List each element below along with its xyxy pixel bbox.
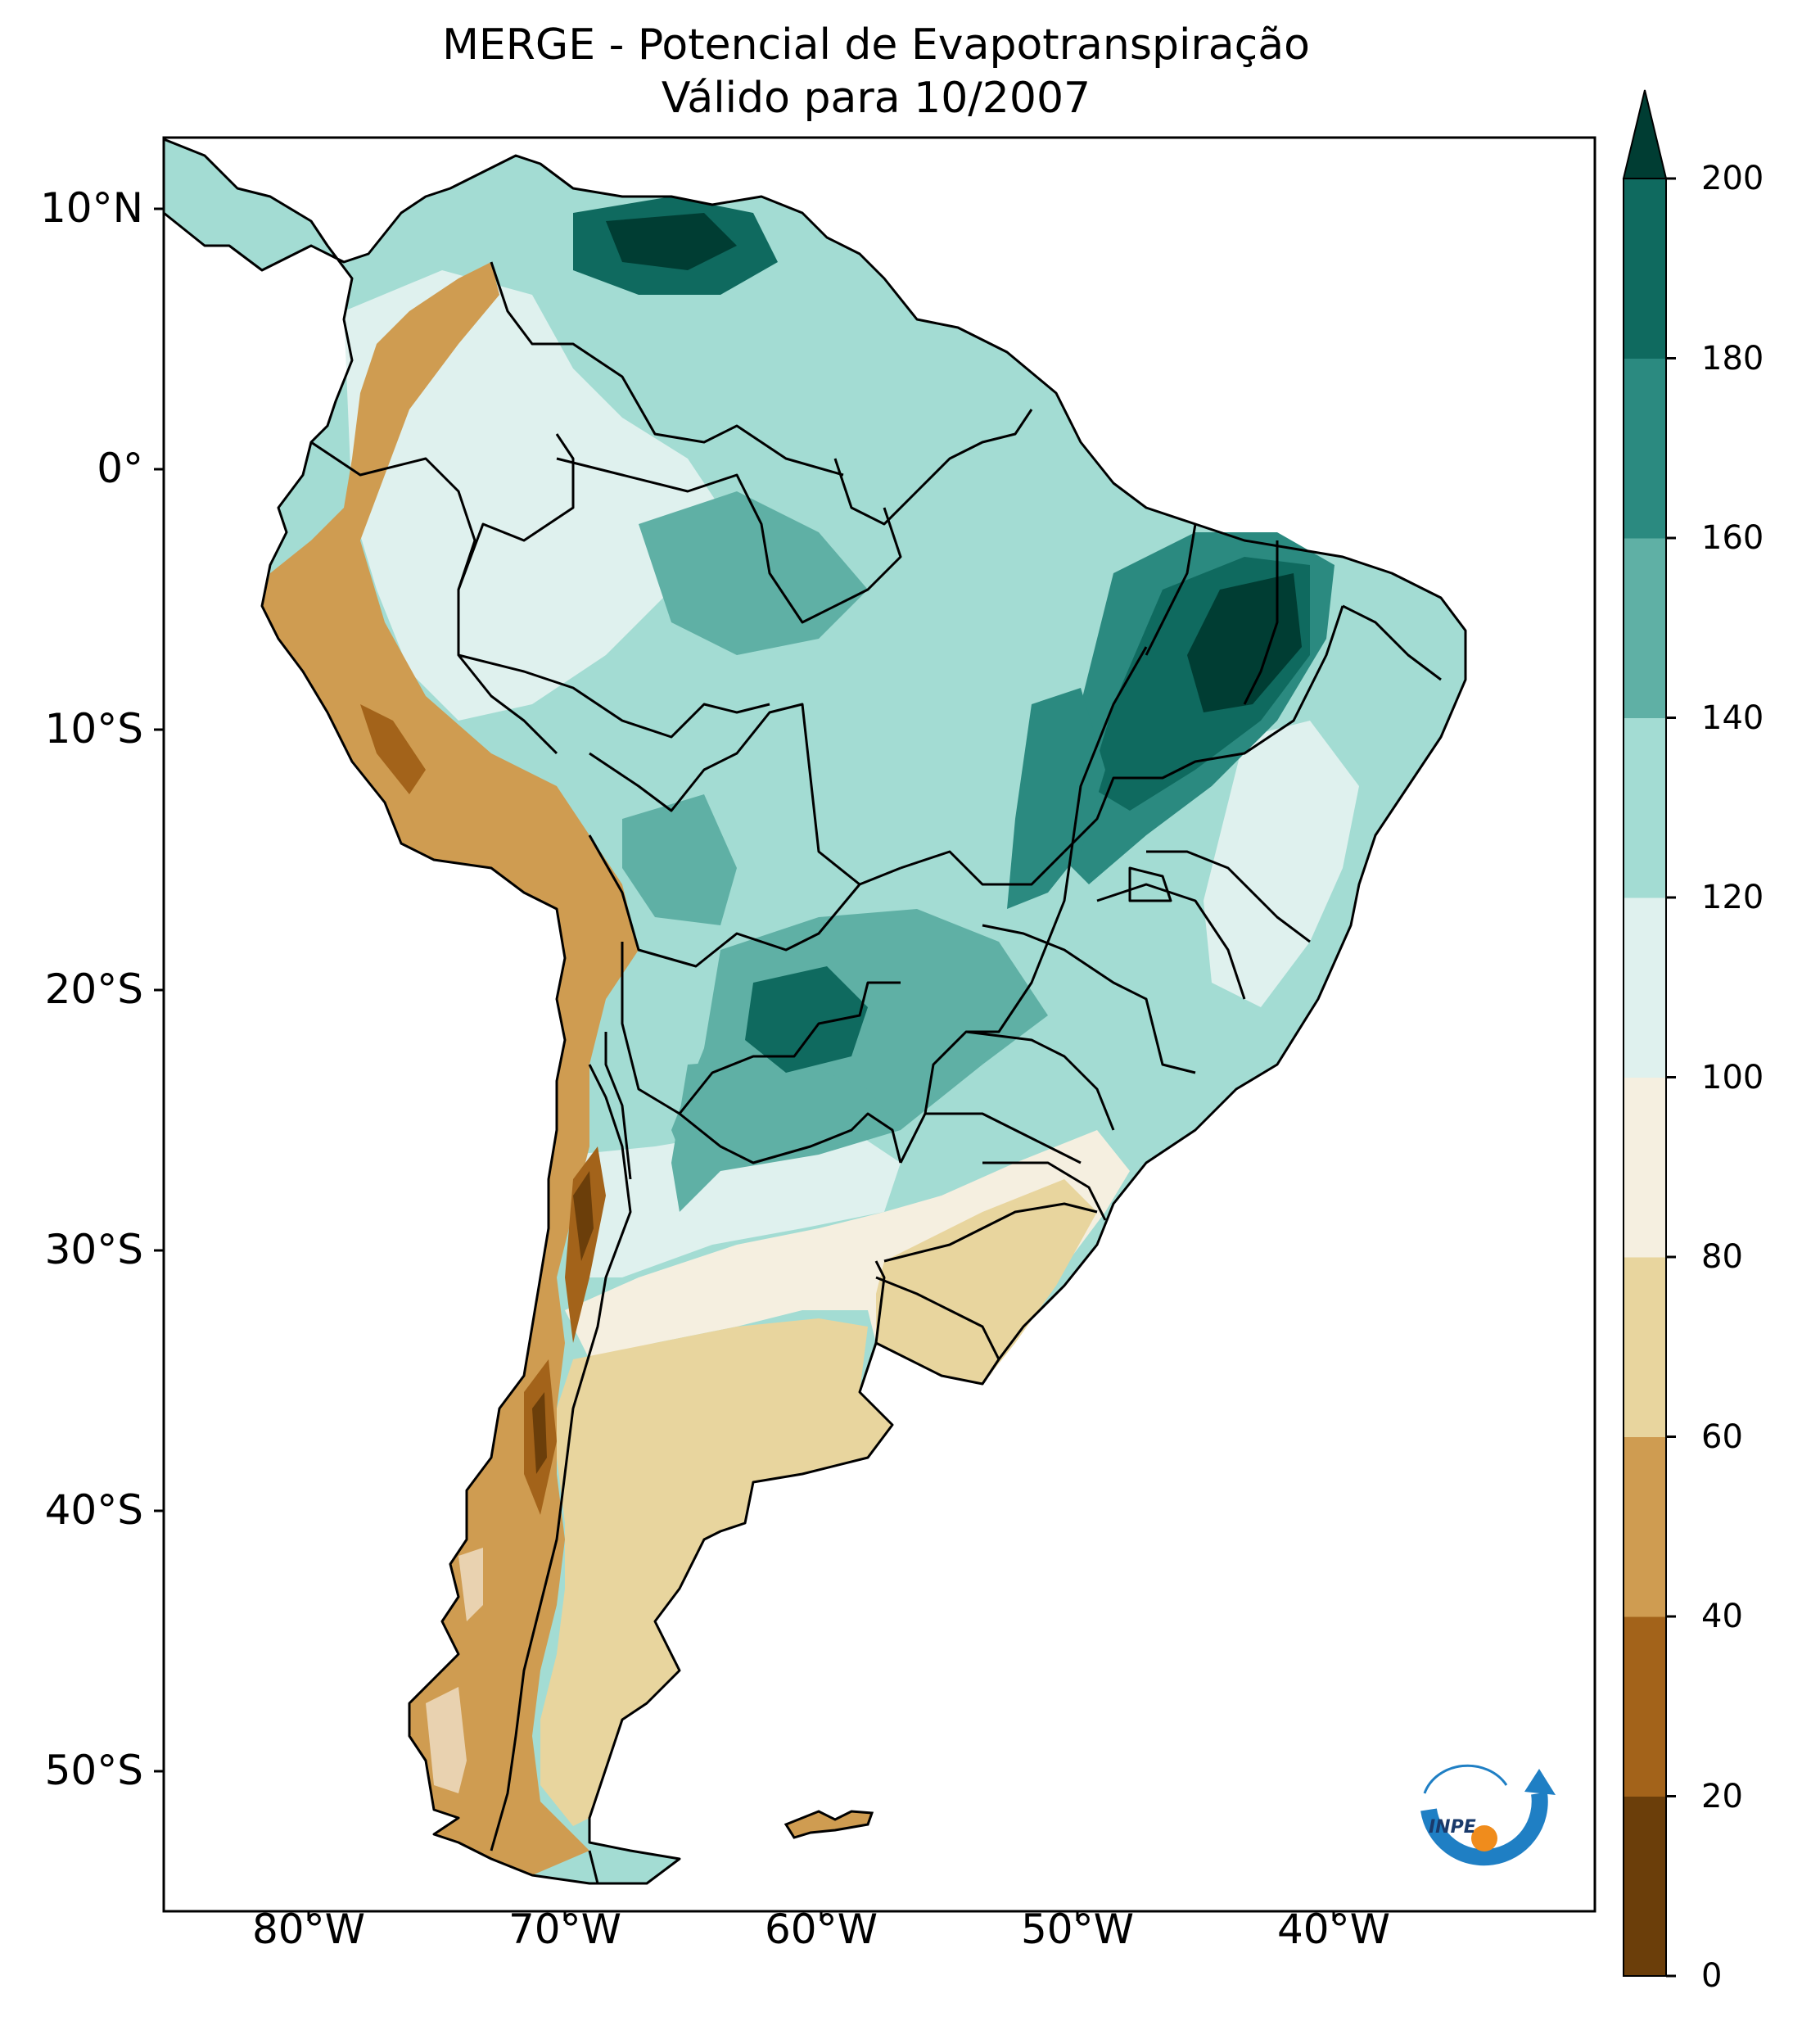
band-180-200c [745, 966, 868, 1073]
colorbar-band [1624, 897, 1666, 1078]
colorbar-tick-label: 20 [1701, 1777, 1743, 1815]
lon-label-40w: 40°W [1276, 1906, 1391, 1953]
map-frame [162, 136, 1596, 1913]
band-60-80 [540, 1318, 892, 1826]
colorbar-tick-label: 0 [1701, 1957, 1723, 1995]
colorbar-band [1624, 358, 1666, 539]
axis-ticks [154, 207, 1335, 1921]
band-160-180b [1007, 688, 1105, 909]
lat-label-10n: 10°N [39, 184, 143, 232]
colorbar-tick-label: 180 [1701, 339, 1764, 378]
lat-label-30s: 30°S [44, 1226, 143, 1273]
colorbar-band [1624, 1077, 1666, 1258]
andes-0-20 [532, 1171, 594, 1474]
colorbar-tick-label: 40 [1701, 1598, 1743, 1635]
band-200plus [1187, 573, 1302, 712]
colorbar-band [1624, 1796, 1666, 1977]
colorbar-tick-label: 80 [1701, 1238, 1743, 1276]
band-140-160b [622, 794, 737, 925]
colorbar-tick-label: 100 [1701, 1058, 1764, 1096]
band-100-120b [1204, 721, 1359, 1007]
map-title: MERGE - Potencial de Evapotranspiração [442, 20, 1310, 70]
colorbar-band [1624, 1257, 1666, 1437]
band-100-120c [573, 1130, 901, 1277]
band-100-120 [344, 270, 720, 721]
colorbar-band [1624, 717, 1666, 898]
colorbar-band [1624, 538, 1666, 718]
logo-text: INPE [1429, 1817, 1476, 1838]
colorbar-tick-label: 60 [1701, 1417, 1743, 1456]
falkland-islands [784, 1810, 874, 1839]
south-america-continent [164, 139, 1465, 1883]
band-200plus-b [606, 213, 737, 270]
colorbar-band [1624, 1616, 1666, 1797]
band-140-160d [671, 1056, 901, 1212]
lat-label-40s: 40°S [44, 1486, 143, 1534]
logo-dot [1471, 1825, 1497, 1851]
lat-label-10s: 10°S [44, 705, 143, 753]
colorbar-tick-label: 140 [1701, 699, 1764, 737]
colorbar-tick-label: 200 [1701, 160, 1764, 197]
band-140-160 [639, 491, 868, 655]
colorbar-band [1624, 1436, 1666, 1617]
map-subtitle: Válido para 10/2007 [661, 74, 1091, 123]
band-60-80b [876, 1179, 1097, 1384]
lon-label-50w: 50°W [1020, 1906, 1135, 1953]
lon-label-80w: 80°W [251, 1906, 366, 1953]
colorbar-tick-label: 120 [1701, 879, 1764, 916]
colorbar [1622, 89, 1676, 1978]
lon-label-70w: 70°W [508, 1906, 622, 1953]
colorbar-extend-arrow [1622, 89, 1668, 179]
lon-label-60w: 60°W [764, 1906, 878, 1953]
lat-label-20s: 20°S [44, 965, 143, 1013]
country-borders [163, 138, 1467, 1885]
colorbar-tick-label: 160 [1701, 519, 1764, 557]
lat-label-50s: 50°S [44, 1747, 143, 1794]
lat-label-0: 0° [97, 445, 143, 492]
patagonia-west [426, 1548, 483, 1793]
colorbar-band [1624, 179, 1666, 359]
inpe-logo: INPE [1420, 1764, 1556, 1866]
